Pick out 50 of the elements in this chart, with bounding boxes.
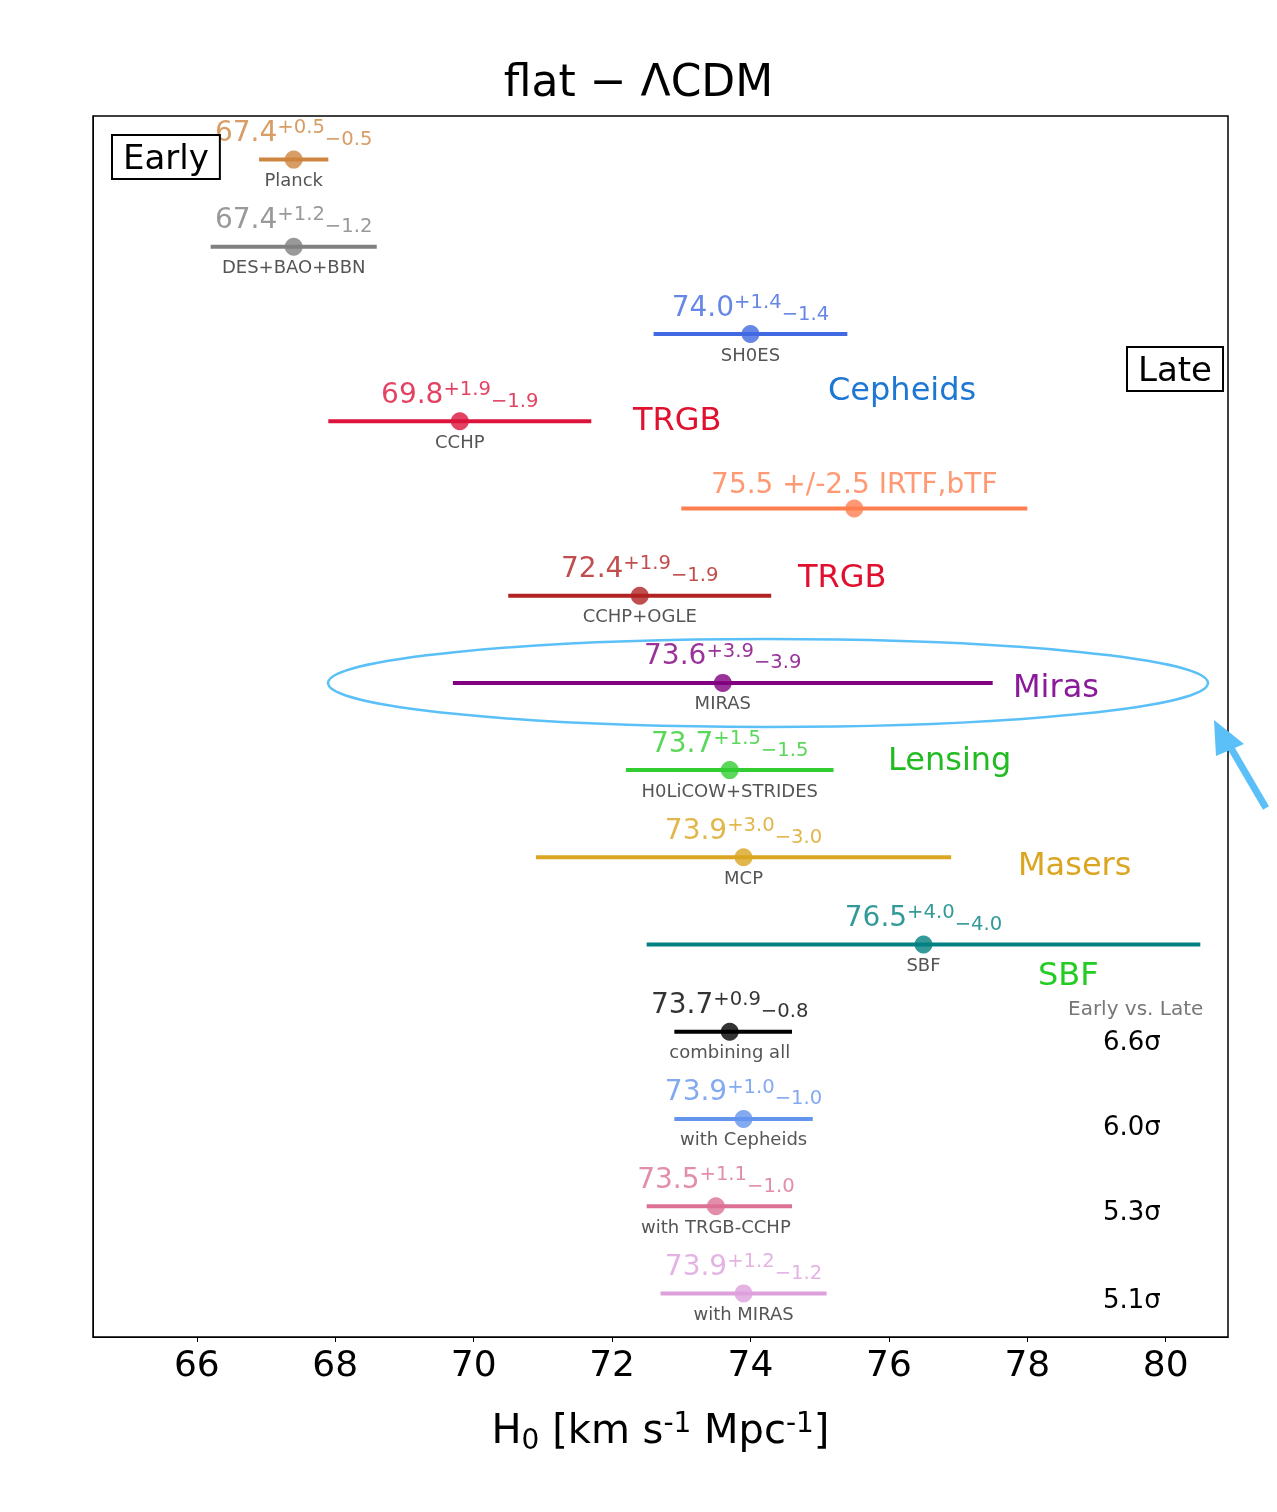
x-tick-label: 74 — [727, 1342, 774, 1384]
annotation: 5.3σ — [1103, 1196, 1161, 1226]
x-tick-label: 68 — [312, 1342, 359, 1384]
y-tick-label: with Cepheids — [679, 1128, 808, 1150]
y-tick-label: Planck — [264, 169, 324, 191]
y-tick-label: CCHP+OGLE — [582, 605, 697, 627]
x-tick-label: 80 — [1142, 1342, 1189, 1384]
annotation: TRGB — [632, 400, 722, 438]
y-tick-label: H0LiCOW+STRIDES — [641, 779, 818, 801]
point — [713, 673, 732, 692]
annotation: Late — [1138, 349, 1213, 389]
y-tick-label: combining all — [669, 1041, 791, 1063]
point — [720, 1022, 739, 1041]
y-tick-label: with MIRAS — [693, 1302, 794, 1324]
annotation: SBF — [1038, 955, 1099, 993]
x-tick-label: 76 — [865, 1342, 912, 1384]
annotation: Miras — [1013, 667, 1099, 705]
annotation: Early vs. Late — [1068, 996, 1204, 1020]
y-tick-label: CCHP — [435, 430, 485, 452]
annotation: Cepheids — [828, 370, 977, 408]
point — [284, 237, 303, 256]
point — [284, 150, 303, 169]
point — [450, 412, 469, 431]
annotation: 6.0σ — [1103, 1111, 1161, 1141]
y-tick-label: DES+BAO+BBN — [221, 256, 366, 278]
point — [630, 586, 649, 605]
point — [914, 935, 933, 954]
x-tick-label: 72 — [589, 1342, 635, 1384]
point — [734, 1109, 753, 1128]
point — [734, 1284, 753, 1303]
y-tick-label: SH0ES — [720, 343, 781, 365]
x-tick-label: 70 — [450, 1342, 497, 1384]
y-tick-label: with TRGB-CCHP — [641, 1215, 791, 1237]
y-tick-label: MCP — [724, 866, 764, 888]
point — [845, 499, 864, 518]
point — [720, 761, 739, 780]
chart-title: flat − ΛCDM — [503, 54, 774, 106]
annotation: Early — [123, 137, 209, 177]
y-tick-label: MIRAS — [694, 692, 751, 714]
annotation: 6.6σ — [1103, 1026, 1161, 1056]
point — [741, 325, 760, 344]
x-tick-label: 78 — [1004, 1342, 1051, 1384]
annotation: 5.1σ — [1103, 1284, 1161, 1314]
point — [734, 848, 753, 867]
data-label: 75.5 +/-2.5 IRTF,bTF — [711, 466, 998, 500]
annotation: TRGB — [797, 557, 887, 595]
x-tick-label: 66 — [173, 1342, 220, 1384]
annotation: Masers — [1018, 845, 1132, 883]
annotation: Lensing — [888, 740, 1012, 778]
point — [706, 1197, 725, 1216]
